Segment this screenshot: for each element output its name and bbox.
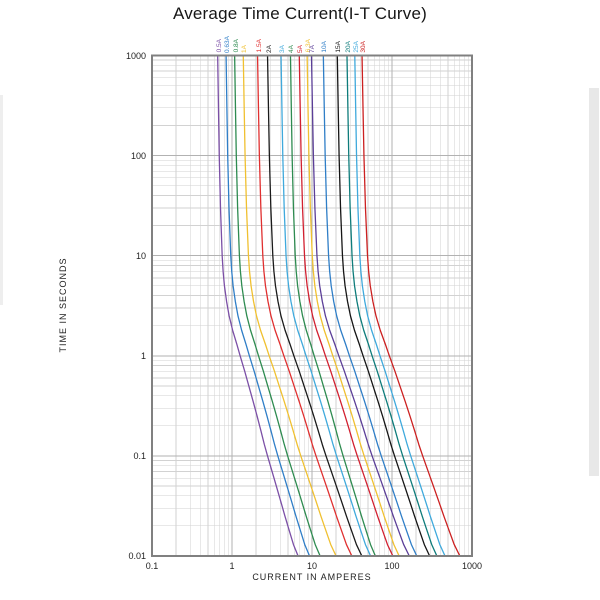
curve-6-3a [306, 54, 400, 557]
plot-border [151, 54, 473, 557]
curve-label-15a: 15A [335, 40, 343, 53]
x-tick-1000: 1000 [461, 561, 483, 571]
curve-label-0-63a: 0.63A [224, 35, 232, 53]
curve-0-8a [233, 54, 321, 557]
curve-1-5a [256, 54, 353, 557]
curve-label-2a: 2A [265, 44, 273, 53]
y-tick-1000: 1000 [125, 50, 146, 61]
curve-30a [361, 54, 461, 557]
y-tick-100: 100 [130, 150, 146, 161]
curve-0-63a [225, 54, 311, 557]
curve-7a [310, 54, 410, 557]
curve-25a [354, 54, 446, 557]
curve-15a [336, 54, 431, 557]
curve-label-1-5a: 1.5A [255, 39, 263, 53]
x-axis-title: CURRENT IN AMPERES [252, 572, 372, 582]
y-tick-10: 10 [135, 250, 146, 261]
curve-0-5a [217, 54, 299, 557]
scan-artifact-right [589, 88, 599, 476]
curve-2a [266, 54, 363, 557]
x-tick-1: 1 [229, 561, 235, 571]
y-tick-0-01: 0.01 [128, 551, 146, 561]
x-tick-100: 100 [384, 561, 400, 571]
curve-label-1a: 1A [241, 44, 249, 53]
y-axis-title: TIME IN SECONDS [58, 257, 68, 353]
curve-label-4a: 4A [288, 44, 296, 53]
curve-10a [322, 54, 418, 557]
curve-1a [242, 54, 337, 557]
curve-label-10a: 10A [321, 40, 329, 53]
curve-4a [289, 54, 377, 557]
curve-label-30a: 30A [360, 40, 368, 53]
fuse-curves [217, 54, 461, 557]
curve-label-3a: 3A [279, 44, 287, 53]
scan-artifact-left [0, 95, 3, 305]
curve-label-20a: 20A [344, 40, 352, 53]
curve-label-25a: 25A [352, 40, 360, 53]
curve-label-0-8a: 0.8A [232, 39, 240, 53]
curve-label-0-5a: 0.5A [215, 39, 223, 53]
curve-label-5a: 5A [297, 44, 305, 53]
x-tick-10: 10 [306, 561, 317, 571]
y-tick-1: 1 [140, 350, 146, 361]
chart-title: Average Time Current(I-T Curve) [172, 4, 428, 23]
curve-20a [346, 54, 438, 557]
x-tick-0-1: 0.1 [145, 561, 159, 571]
y-tick-0-1: 0.1 [133, 450, 146, 461]
curve-label-7a: 7A [309, 44, 317, 53]
curve-5a [298, 54, 394, 557]
curve-3a [280, 54, 372, 557]
